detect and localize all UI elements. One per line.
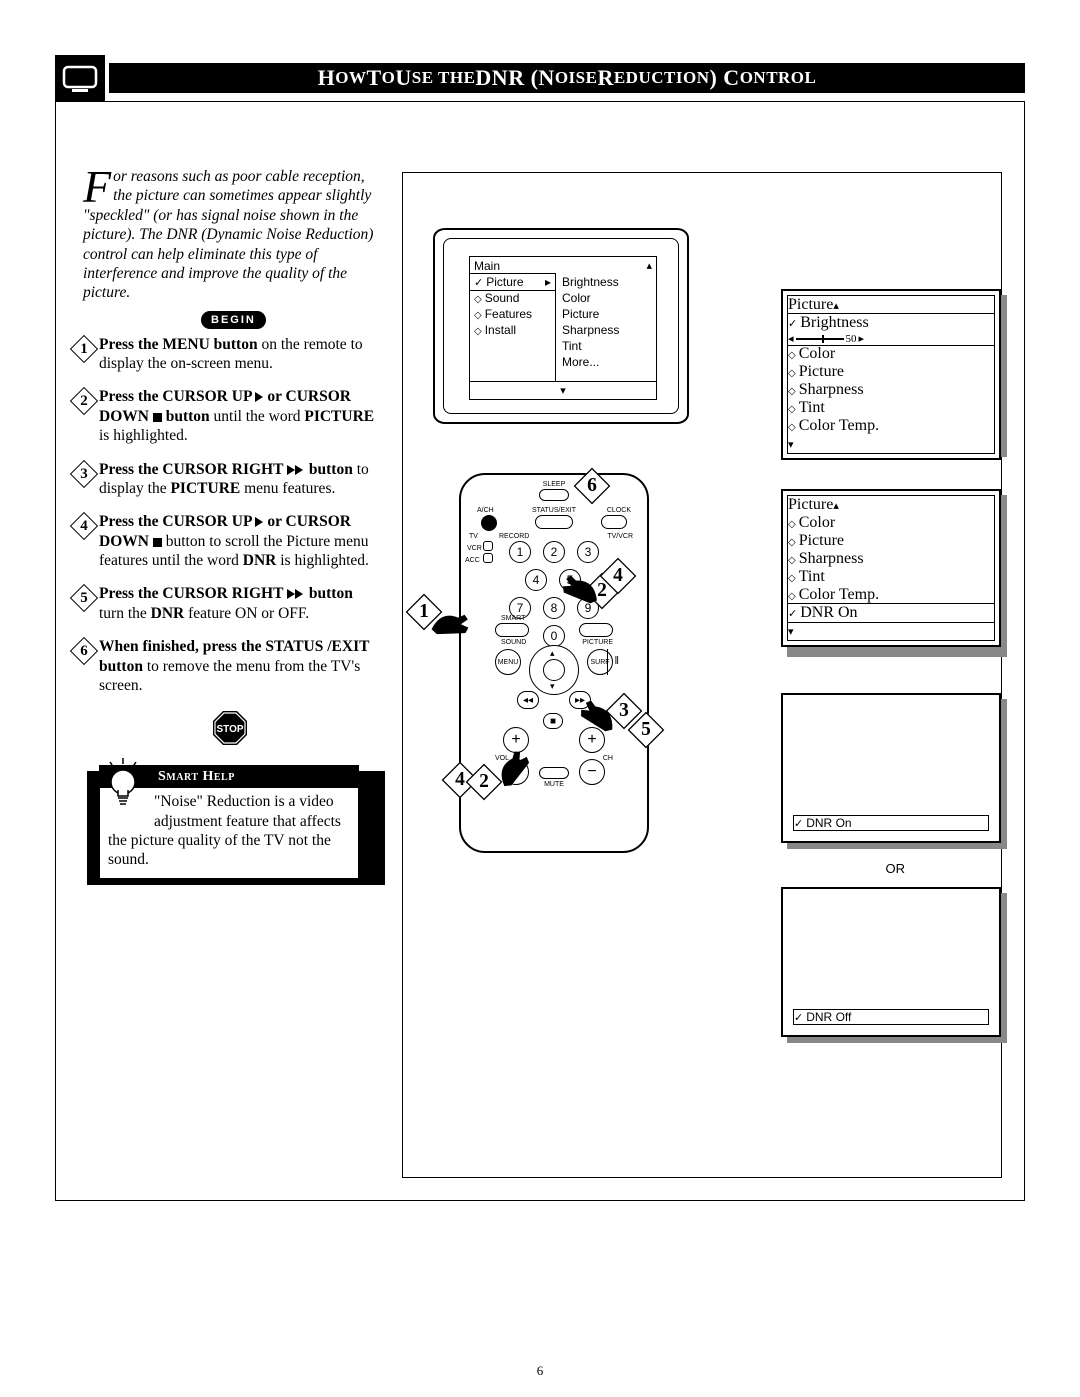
smart-help-heading: Smart Help	[158, 769, 235, 784]
step-6: 6 When finished, press the STATUS /EXIT …	[81, 637, 379, 695]
menu-title: Main	[474, 258, 500, 274]
step-1: 1 Press the MENU button on the remote to…	[81, 335, 379, 374]
stop-icon: STOP	[211, 709, 249, 747]
smart-help-box: Smart Help "Noise" Reduction is a video …	[99, 765, 359, 879]
lightbulb-icon	[98, 756, 148, 815]
step-4: 4 Press the CURSOR UP or CURSOR DOWN but…	[81, 512, 379, 570]
intro-text: For reasons such as poor cable reception…	[81, 167, 379, 303]
tv-icon	[55, 55, 105, 101]
or-label: OR	[886, 861, 906, 876]
menu-button[interactable]: MENU	[495, 649, 521, 675]
step-3: 3 Press the CURSOR RIGHT button to displ…	[81, 460, 379, 499]
svg-text:STOP: STOP	[216, 724, 243, 735]
hand-icon	[426, 599, 482, 647]
page-number: 6	[0, 1363, 1080, 1379]
diagram-area: Main Picture▸ Sound Features Install Bri…	[402, 172, 1002, 1178]
step-2: 2 Press the CURSOR UP or CURSOR DOWN but…	[81, 387, 379, 445]
page-title: HOW TO USE THE DNR (NOISE REDUCTION) CON…	[109, 63, 1025, 93]
begin-badge: BEGIN	[201, 311, 266, 329]
tv-screen: Main Picture▸ Sound Features Install Bri…	[433, 228, 689, 424]
step-5: 5 Press the CURSOR RIGHT button turn the…	[81, 584, 379, 623]
